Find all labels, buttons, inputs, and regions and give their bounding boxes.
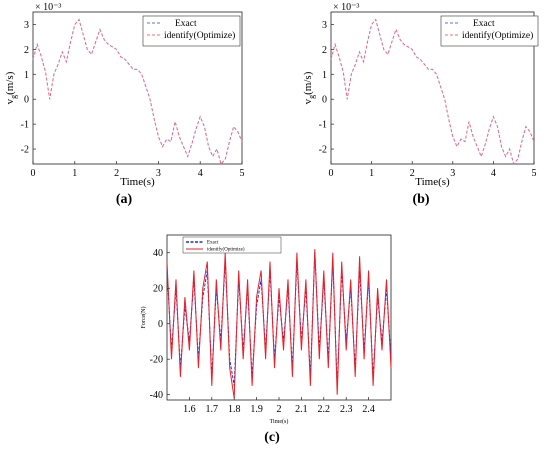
y-tick-label: -1 [319, 120, 327, 131]
y-axis-label-subscript: g [307, 95, 316, 99]
x-tick-label: 2.3 [340, 404, 353, 415]
y-exponent-label: × 10⁻³ [333, 2, 359, 13]
y-tick-label: -2 [319, 145, 327, 156]
y-tick-label: -40 [150, 390, 163, 401]
chart-panel-1: 0 1 2 3 4 5 -2 -1 0 1 2 3 × 10⁻³ Time(s) vg(m/s) Exacti… [4, 2, 245, 207]
y-tick-label: 0 [158, 319, 163, 330]
x-tick-label: 2 [410, 168, 415, 179]
x-tick-label: 3 [450, 168, 455, 179]
panel-label: (a) [116, 192, 133, 207]
x-tick-label: 1 [369, 168, 374, 179]
y-tick-label: 1 [322, 70, 327, 81]
legend-entry: identify(Optimize) [207, 248, 245, 253]
y-tick-label: 0 [322, 95, 327, 106]
x-tick-label: 1.6 [183, 404, 196, 415]
x-axis-label: Time(s) [120, 176, 155, 188]
x-tick-label: 2.2 [318, 404, 331, 415]
y-axis-label-unit: (m/s) [302, 71, 314, 95]
x-tick-label: 2 [277, 404, 282, 415]
y-axis-label-subscript: g [9, 95, 18, 99]
panel-label: (c) [264, 430, 280, 445]
y-tick-label: 2 [322, 45, 327, 56]
legend-entry: identify(Optimize) [164, 30, 235, 41]
y-axis-label-unit: (m/s) [4, 71, 16, 95]
y-tick-label: -1 [21, 120, 29, 131]
x-tick-label: 1 [72, 168, 77, 179]
legend-entry: Exact [175, 19, 197, 29]
y-exponent-label: × 10⁻³ [35, 2, 61, 13]
x-tick-label: 0 [31, 168, 36, 179]
x-tick-label: 2 [114, 168, 119, 179]
x-tick-label: 4 [491, 168, 496, 179]
y-tick-label: 2 [24, 45, 29, 56]
y-axis-label: vg(m/s) [302, 71, 316, 104]
y-tick-label: 3 [24, 20, 29, 31]
legend-entry: Exact [473, 19, 495, 29]
x-tick-label: 2.4 [362, 404, 375, 415]
x-tick-label: 4 [198, 168, 203, 179]
y-axis-label-main: v [302, 98, 314, 104]
y-tick-label: 40 [153, 248, 163, 259]
series-line-2 [330, 18, 535, 165]
x-tick-label: 2.1 [295, 404, 308, 415]
x-tick-label: 0 [329, 168, 334, 179]
x-axis-label: Time(s) [270, 418, 289, 425]
series-line-2 [32, 18, 243, 165]
legend-entry: identify(Optimize) [462, 30, 533, 41]
x-tick-label: 5 [532, 168, 537, 179]
legend-box [182, 236, 282, 254]
y-axis-label-main: v [4, 98, 16, 104]
y-tick-label: 20 [153, 284, 163, 295]
x-tick-label: 5 [240, 168, 245, 179]
panel-label: (b) [412, 192, 429, 207]
y-axis-label: vg(m/s) [4, 71, 18, 104]
y-axis-label: Force(N) [140, 307, 147, 329]
x-tick-label: 3 [156, 168, 161, 179]
plot-frame [166, 234, 392, 401]
series-line-2 [166, 249, 392, 399]
legend-entry: Exact [207, 241, 219, 246]
x-tick-label: 1.7 [206, 404, 219, 415]
y-tick-label: 0 [24, 95, 29, 106]
x-axis-label: Time(s) [415, 176, 450, 188]
chart-panel-2: 0 1 2 3 4 5 -2 -1 0 1 2 3 × 10⁻³ Time(s) vg(m/s) Exacti… [302, 2, 539, 207]
y-tick-label: -20 [150, 355, 163, 366]
y-tick-label: -2 [21, 145, 29, 156]
x-tick-label: 1.9 [250, 404, 263, 415]
legend-box [142, 15, 241, 47]
legend-box [440, 15, 539, 47]
y-tick-label: 3 [322, 20, 327, 31]
chart-panel-3: 1.6 1.7 1.8 1.9 2 2.1 2.2 2.3 2.4 -40 -20 0 20 40 Time… [140, 234, 392, 445]
y-tick-label: 1 [24, 70, 29, 81]
x-tick-label: 1.8 [228, 404, 241, 415]
